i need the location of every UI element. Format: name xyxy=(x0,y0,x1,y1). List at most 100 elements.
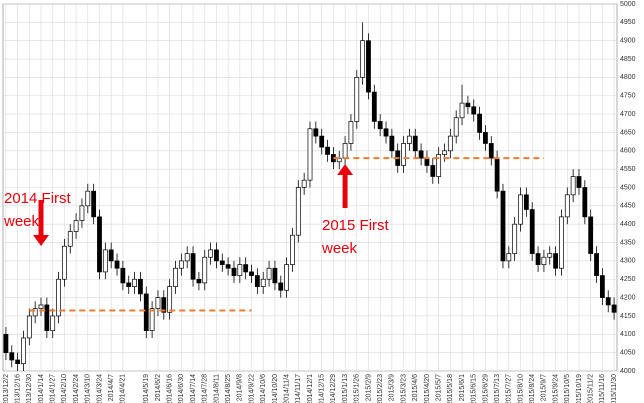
candle-body xyxy=(138,278,143,295)
candle-body xyxy=(541,256,547,265)
y-tick-label: 4850 xyxy=(620,56,636,63)
y-tick-label: 4700 xyxy=(620,111,636,118)
candle-body xyxy=(21,337,26,365)
candle-body xyxy=(97,216,102,273)
x-tick-label: 2015/6/29 xyxy=(482,374,489,403)
candle-body xyxy=(143,293,149,331)
candle-body xyxy=(307,128,313,181)
x-tick-label: 2015/11/16 xyxy=(599,374,606,403)
candle-body xyxy=(389,135,395,152)
x-tick-label: 2014/12/29 xyxy=(330,374,337,403)
x-tick-label: 2014/11/17 xyxy=(295,374,302,403)
y-tick-label: 4950 xyxy=(620,19,636,26)
candle-body xyxy=(260,278,266,287)
x-tick-label: 2015/1/26 xyxy=(354,374,361,403)
candle-body xyxy=(190,253,196,280)
candle-body xyxy=(319,135,325,148)
y-tick-label: 4450 xyxy=(620,203,636,210)
x-tick-label: 2015/3/23 xyxy=(400,374,407,403)
candle-body xyxy=(85,190,91,207)
candle-body xyxy=(108,249,114,262)
candle-body xyxy=(249,271,254,276)
candle-body xyxy=(459,102,465,119)
candle-body xyxy=(471,106,477,115)
candle-body xyxy=(272,267,278,284)
x-tick-label: 2014/4/21 xyxy=(120,374,127,403)
x-tick-label: 2015/8/10 xyxy=(517,374,524,403)
x-tick-label: 2014/2/10 xyxy=(61,374,68,403)
y-tick-label: 4750 xyxy=(620,93,636,100)
y-tick-label: 4000 xyxy=(620,368,636,375)
x-tick-label: 2015/5/18 xyxy=(447,374,454,403)
x-tick-label: 2014/6/16 xyxy=(167,374,174,403)
candle-body xyxy=(529,209,535,254)
x-tick-label: 2015/10/19 xyxy=(576,374,583,403)
x-tick-label: 2014/4/7 xyxy=(108,374,115,401)
x-tick-label: 2015/7/27 xyxy=(506,374,513,403)
candle-body xyxy=(418,150,424,159)
annotation-text: 2014 First xyxy=(4,190,72,207)
candle-body xyxy=(237,264,243,276)
y-tick-label: 4200 xyxy=(620,294,636,301)
candle-body xyxy=(582,187,588,218)
candle-body xyxy=(401,143,406,166)
candle-body xyxy=(196,278,202,284)
x-tick-label: 2013/12/16 xyxy=(14,374,21,403)
candle-body xyxy=(32,308,38,317)
x-tick-label: 2014/8/25 xyxy=(225,374,232,403)
candle-body xyxy=(114,260,120,269)
candle-body xyxy=(15,359,21,365)
x-tick-label: 2014/10/6 xyxy=(260,374,267,403)
candle-body xyxy=(202,256,208,284)
candle-body xyxy=(231,267,237,276)
annotation-text: week xyxy=(321,240,358,257)
candle-body xyxy=(79,205,85,221)
y-tick-label: 4400 xyxy=(620,221,636,228)
y-tick-label: 4650 xyxy=(620,129,636,136)
x-tick-label: 2014/9/22 xyxy=(248,374,255,403)
x-tick-label: 2014/2/24 xyxy=(73,374,80,403)
candle-body xyxy=(523,194,529,210)
candle-body xyxy=(348,121,354,144)
x-tick-label: 2014/5/19 xyxy=(143,374,150,403)
candle-body xyxy=(56,278,61,317)
candle-body xyxy=(506,253,512,262)
candle-body xyxy=(91,190,97,218)
candle-body xyxy=(512,223,518,254)
x-tick-label: 2015/3/9 xyxy=(389,374,396,401)
candle-body xyxy=(424,157,430,166)
candle-body xyxy=(453,117,459,137)
candle-body xyxy=(535,253,541,265)
candle-body xyxy=(284,264,290,291)
x-tick-label: 2015/11/2 xyxy=(588,374,595,403)
candle-body xyxy=(67,231,73,247)
candle-body xyxy=(149,308,155,331)
candle-body xyxy=(483,132,488,144)
candle-body xyxy=(295,187,301,236)
candle-body xyxy=(278,282,284,291)
candle-body xyxy=(266,267,272,280)
x-tick-label: 2014/12/1 xyxy=(307,374,314,403)
y-tick-label: 4150 xyxy=(620,313,636,320)
candle-body xyxy=(214,249,219,262)
x-tick-label: 2015/2/9 xyxy=(365,374,372,401)
x-tick-label: 2015/1/13 xyxy=(342,374,349,403)
x-tick-label: 2015/6/1 xyxy=(459,374,466,401)
y-tick-label: 4350 xyxy=(620,239,636,246)
candle-body xyxy=(605,297,611,306)
candle-body xyxy=(447,135,453,152)
x-tick-label: 2015/6/15 xyxy=(471,374,478,403)
candle-body xyxy=(488,143,494,159)
candle-body xyxy=(120,267,126,284)
x-tick-label: 2014/11/4 xyxy=(283,374,290,403)
candle-body xyxy=(570,176,576,196)
candle-body xyxy=(313,128,319,137)
candle-body xyxy=(412,135,418,152)
candle-body xyxy=(132,278,137,287)
candle-body xyxy=(325,146,330,155)
candle-body xyxy=(184,253,190,262)
x-tick-label: 2015/2/23 xyxy=(377,374,384,403)
candle-body xyxy=(599,275,605,298)
y-tick-label: 4100 xyxy=(620,331,636,338)
